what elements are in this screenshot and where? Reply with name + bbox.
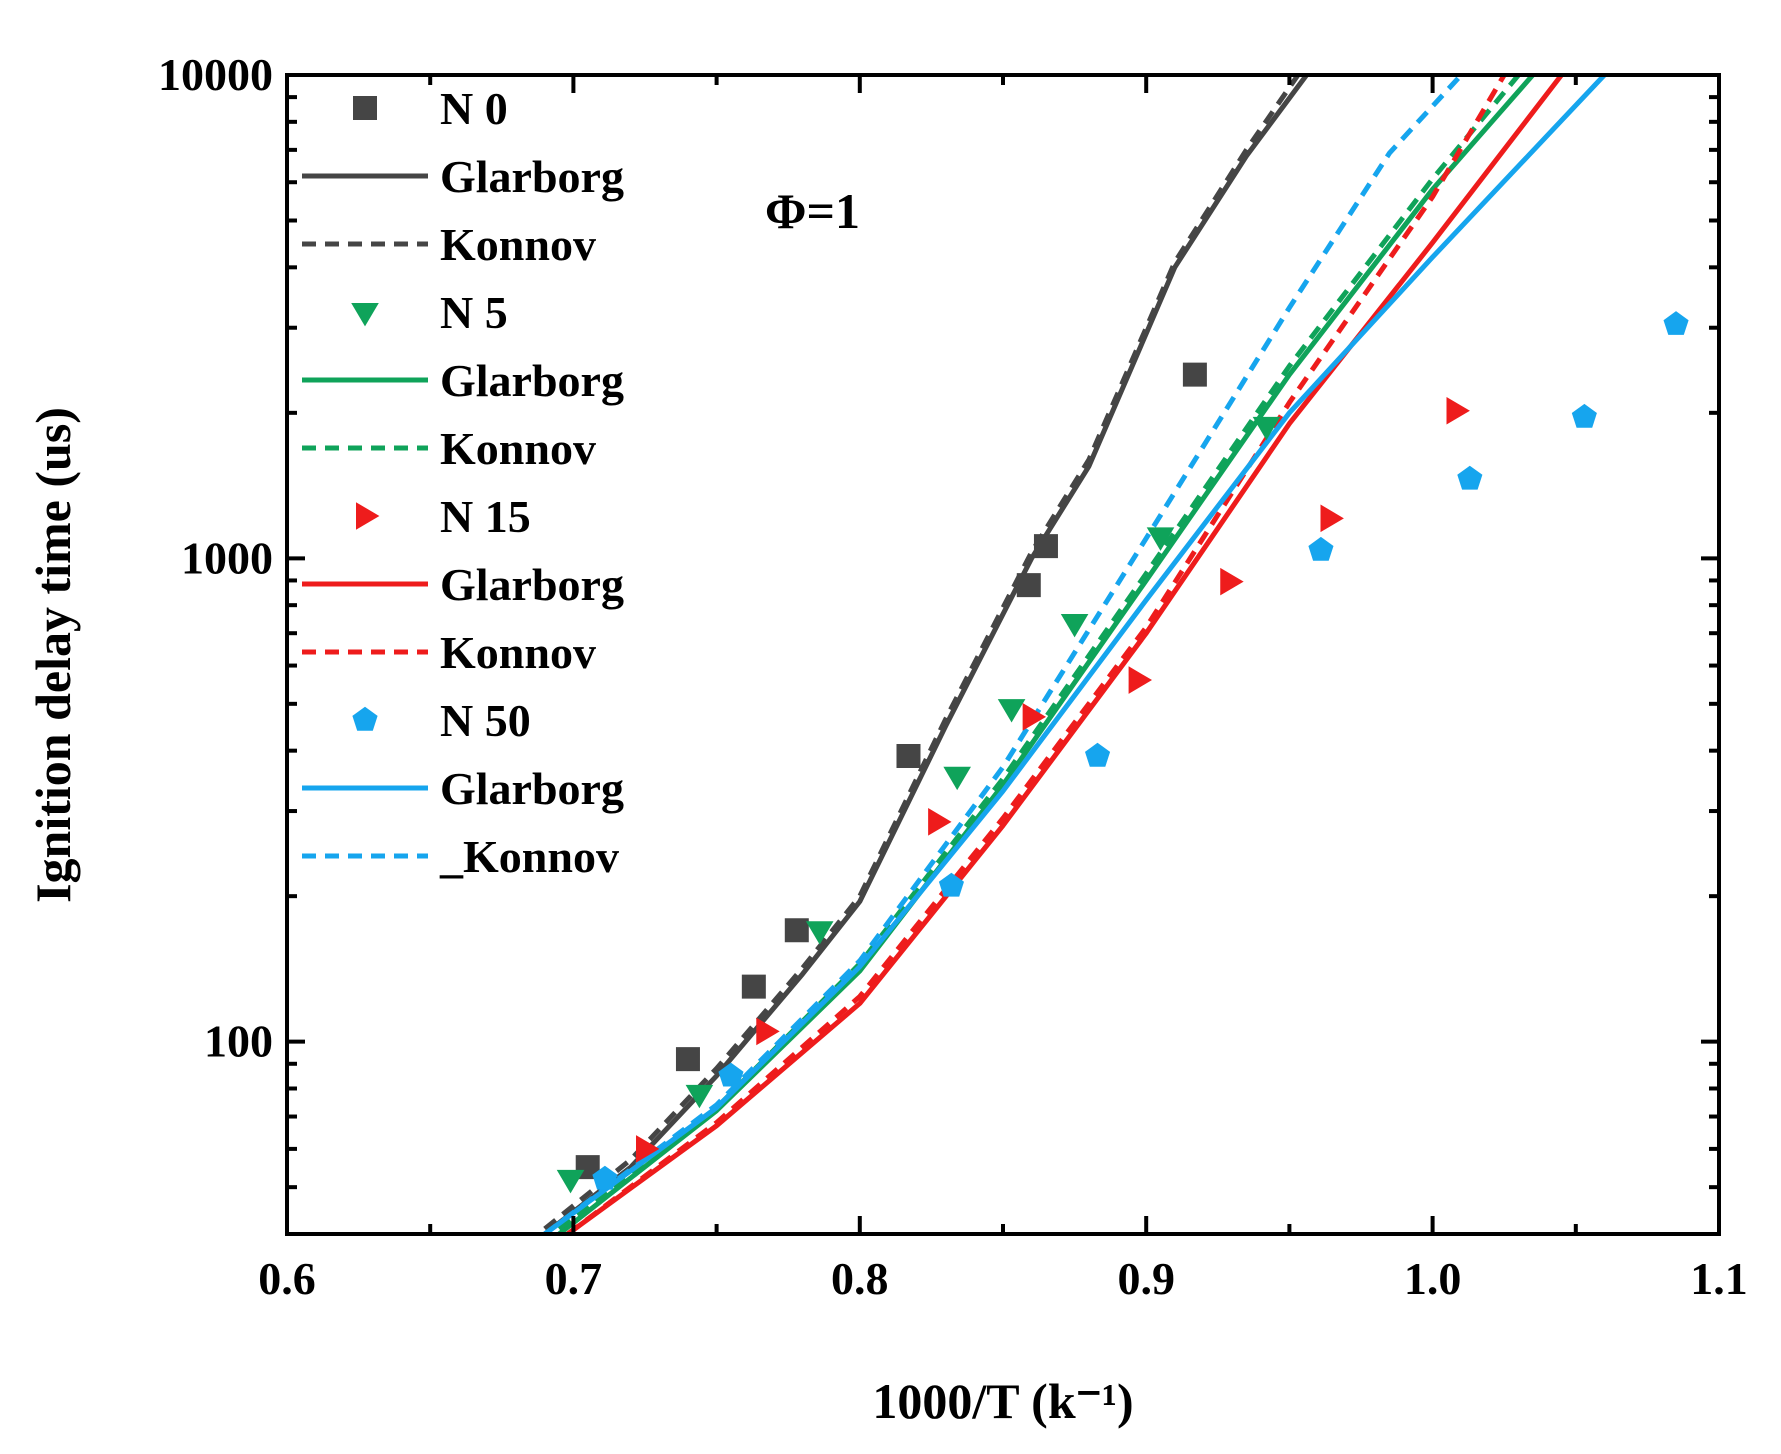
- n5-konnov-line: [557, 75, 1521, 1231]
- n15-glarborg-line: [566, 75, 1564, 1234]
- n50-konnov-line: [543, 75, 1464, 1234]
- n0-point: [1182, 362, 1207, 387]
- n5-point: [805, 921, 834, 945]
- n0-konnov-line: [543, 75, 1301, 1231]
- n15-point: [1320, 504, 1344, 533]
- y-tick-label: 100: [204, 1016, 273, 1067]
- n50-point: [718, 1062, 744, 1087]
- n0-point: [784, 918, 809, 943]
- legend-label-n0-glarborg: Glarborg: [440, 151, 624, 202]
- n15-point: [928, 808, 952, 836]
- n5-glarborg-line: [557, 75, 1535, 1234]
- legend-label-n50-glarborg: Glarborg: [440, 763, 624, 814]
- y-tick-label: 10000: [158, 49, 273, 100]
- legend-label-n5: N 5: [440, 287, 508, 338]
- n50-glarborg-line: [543, 75, 1607, 1234]
- plot-area: [543, 75, 1689, 1234]
- n50-point: [938, 872, 964, 897]
- y-axis-title: Ignition delay time (us): [25, 407, 81, 903]
- n15-point: [1220, 567, 1244, 596]
- n5-point: [943, 766, 971, 791]
- n5-point: [1060, 613, 1089, 638]
- n0-point: [1016, 573, 1041, 598]
- legend-label-n5-konnov: Konnov: [440, 423, 596, 474]
- x-tick-label: 0.9: [1117, 1253, 1175, 1304]
- legend-label-n0: N 0: [440, 83, 508, 134]
- legend-label-n0-konnov: Konnov: [440, 219, 596, 270]
- legend-label-n15-konnov: Konnov: [440, 627, 596, 678]
- x-tick-label: 0.6: [258, 1253, 316, 1304]
- n50-point: [592, 1165, 618, 1190]
- n15-point: [756, 1017, 780, 1046]
- n50-point: [1663, 311, 1689, 335]
- legend-marker-n5: [351, 303, 379, 327]
- x-tick-label: 0.8: [831, 1253, 889, 1304]
- n15-point: [1128, 666, 1153, 694]
- n15-point: [636, 1135, 660, 1163]
- n15-point: [1446, 396, 1470, 425]
- n5-point: [997, 699, 1026, 723]
- legend-marker-n15: [356, 502, 380, 530]
- axis-tick-labels: 0.6 0.7 0.8 0.9 1.0 1.1 100 1000 10000: [158, 49, 1748, 1304]
- legend-label-n15: N 15: [440, 491, 531, 542]
- n5-point: [1146, 527, 1175, 551]
- n0-point: [896, 743, 921, 768]
- legend-label-n50: N 50: [440, 695, 531, 746]
- legend-label-n15-glarborg: Glarborg: [440, 559, 624, 610]
- n0-point: [741, 974, 766, 999]
- legend: N 0 Glarborg Konnov N 5 Glarborg Konnov N 15 Gl…: [302, 83, 624, 882]
- n5-point: [685, 1084, 714, 1109]
- legend-label-n50-konnov: _Konnov: [439, 831, 619, 882]
- n50-point: [1308, 536, 1334, 561]
- x-tick-label: 1.1: [1690, 1253, 1748, 1304]
- y-tick-label: 1000: [181, 532, 273, 583]
- n5-point: [556, 1169, 585, 1194]
- n15-konnov-line: [566, 75, 1507, 1234]
- n5-point: [1252, 416, 1281, 441]
- legend-marker-n0: [353, 96, 377, 120]
- n0-glarborg-line: [543, 75, 1309, 1234]
- n0-point: [675, 1047, 700, 1072]
- n0-point: [1033, 534, 1058, 559]
- n15-point: [1022, 703, 1047, 731]
- x-tick-label: 0.7: [545, 1253, 603, 1304]
- n50-point: [1571, 403, 1597, 428]
- legend-marker-n50: [352, 706, 378, 731]
- axis-ticks: [285, 73, 1721, 1236]
- x-axis-title: 1000/T (k⁻¹): [872, 1373, 1133, 1429]
- n50-point: [1457, 465, 1483, 490]
- phi-annotation: Φ=1: [765, 183, 860, 239]
- legend-label-n5-glarborg: Glarborg: [440, 355, 624, 406]
- n50-point: [1085, 742, 1111, 767]
- x-tick-label: 1.0: [1404, 1253, 1462, 1304]
